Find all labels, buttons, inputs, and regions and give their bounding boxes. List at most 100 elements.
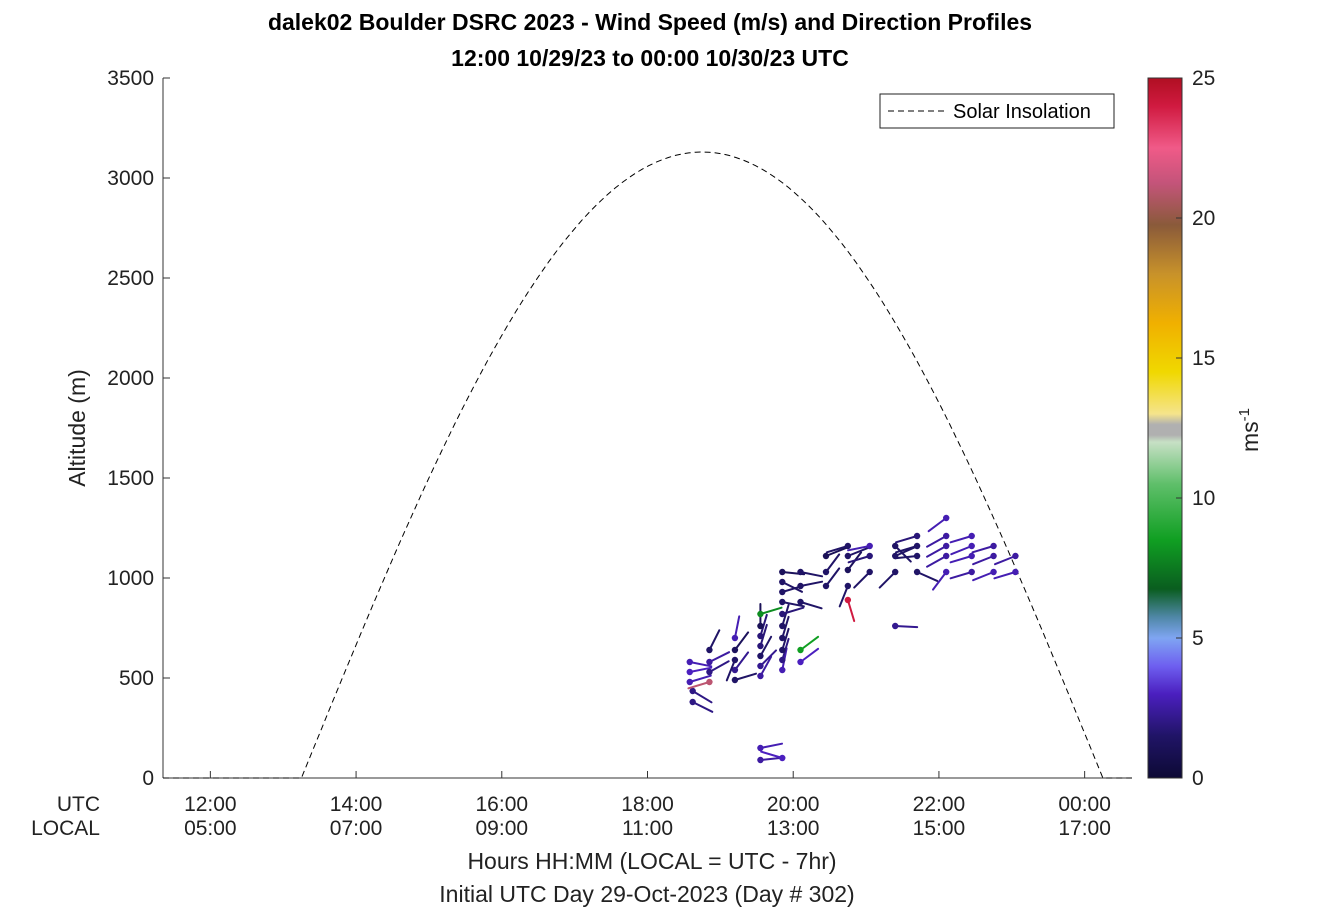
colorbar-tick-label: 20: [1192, 207, 1215, 230]
colorbar-tick-label: 15: [1192, 347, 1215, 370]
wind-barb-point: [757, 610, 764, 618]
wind-barb-stick: [878, 571, 897, 589]
wind-barb-point: [844, 566, 852, 574]
x-tick-label-utc: 16:00: [476, 793, 529, 816]
wind-barb-stick: [760, 750, 784, 759]
wind-barb-point: [913, 532, 921, 540]
wind-barb-point: [757, 632, 764, 640]
wind-barb-point: [779, 656, 786, 664]
wind-barb-stick: [759, 635, 773, 657]
wind-barb-stick: [972, 571, 995, 582]
x-tick-label-local: 07:00: [330, 817, 383, 840]
solar-insolation-line: [163, 151, 1132, 779]
legend: Solar Insolation: [879, 93, 1115, 129]
wind-barb-stick: [759, 649, 777, 667]
wind-barb-stick: [972, 555, 995, 566]
wind-barb-point: [706, 658, 713, 666]
wind-barb-stick: [799, 635, 820, 651]
wind-barb-point: [757, 672, 764, 680]
wind-barb-stick: [916, 571, 939, 582]
wind-barb-point: [968, 542, 975, 550]
wind-barb-point: [913, 552, 921, 560]
wind-barb-stick: [932, 571, 948, 591]
wind-barb-stick: [759, 655, 773, 677]
wind-barb-point: [844, 596, 852, 604]
colorbar-tick-label: 0: [1192, 767, 1204, 790]
wind-barb-point: [822, 582, 830, 590]
wind-barb-point: [731, 656, 739, 664]
wind-barb-point: [731, 646, 739, 654]
wind-barb-point: [844, 542, 852, 550]
x-tick-label-utc: 00:00: [1058, 793, 1111, 816]
wind-barb-point: [822, 568, 830, 576]
wind-barb-stick: [846, 599, 856, 623]
wind-barb-point: [797, 646, 804, 654]
y-tick-label: 3000: [107, 167, 154, 190]
wind-barb-point: [968, 552, 975, 560]
wind-barb-stick: [725, 659, 736, 682]
wind-barb-stick: [759, 623, 768, 647]
y-tick-label: 3500: [107, 67, 154, 90]
wind-barb-stick: [895, 535, 919, 544]
x-tick-label-utc: 18:00: [621, 793, 674, 816]
wind-barb-stick: [733, 631, 750, 651]
solar-insolation-layer: [163, 151, 1132, 779]
wind-barb-stick: [894, 625, 919, 629]
x-tick-label-utc: 22:00: [913, 793, 966, 816]
wind-barb-point: [706, 668, 713, 676]
x-tick-label-local: 13:00: [767, 817, 820, 840]
wind-barb-point: [968, 568, 975, 576]
wind-barb-point: [943, 552, 950, 560]
wind-barb-point: [1012, 552, 1019, 560]
wind-barb-stick: [950, 545, 973, 556]
wind-barb-stick: [825, 546, 848, 557]
wind-barb-point: [990, 542, 997, 550]
wind-barb-stick: [825, 567, 841, 587]
wind-barb-point: [779, 634, 786, 642]
wind-barb-stick: [894, 545, 912, 563]
wind-barb-stick: [691, 690, 713, 704]
wind-barb-layer: [686, 514, 1019, 764]
wind-barb-point: [797, 568, 804, 576]
colorbar-ticks: 0 5 10 15 20 25: [1176, 67, 1215, 790]
wind-barb-point: [797, 598, 804, 606]
wind-barb-stick: [687, 681, 711, 690]
wind-barb-point: [913, 542, 921, 550]
wind-barb-stick: [759, 606, 783, 615]
wind-barb-point: [943, 568, 950, 576]
wind-barb-point: [797, 658, 804, 666]
wind-barb-point: [686, 668, 693, 676]
x-tick-label-local: 11:00: [622, 817, 673, 840]
wind-barb-stick: [781, 601, 805, 608]
wind-barb-stick: [895, 545, 919, 554]
colorbar-tick-label: 25: [1192, 67, 1215, 90]
wind-barb-stick: [949, 535, 973, 544]
x-tick-label-utc: 14:00: [330, 793, 383, 816]
wind-barb-stick: [926, 555, 948, 568]
wind-barb-point: [892, 622, 899, 630]
chart-title-line-1: dalek02 Boulder DSRC 2023 - Wind Speed (…: [268, 9, 1032, 35]
colorbar-gradient: [1147, 77, 1183, 779]
wind-barb-stick: [781, 637, 790, 661]
wind-barb-stick: [847, 555, 871, 564]
wind-barb-stick: [853, 571, 871, 589]
x-axis-sublabel: Initial UTC Day 29-Oct-2023 (Day # 302): [439, 881, 854, 907]
wind-barb-stick: [846, 546, 870, 557]
y-tick-label: 2000: [107, 367, 154, 390]
wind-barb-point: [689, 687, 696, 695]
wind-barb-point: [706, 678, 713, 686]
wind-barb-point: [1012, 568, 1019, 576]
wind-barb-point: [779, 754, 786, 762]
y-tick-label: 2500: [107, 267, 154, 290]
wind-barb-point: [779, 588, 786, 596]
wind-barb-stick: [825, 545, 849, 554]
wind-barb-stick: [781, 581, 803, 593]
wind-barb-stick: [799, 647, 820, 663]
wind-barb-point: [731, 666, 739, 674]
colorbar: 0 5 10 15 20 25 ms-1: [1147, 67, 1263, 790]
wind-barb-point: [943, 532, 950, 540]
x-tick-label-utc: 12:00: [184, 793, 237, 816]
wind-barb-stick: [781, 606, 805, 615]
wind-barb-stick: [847, 545, 871, 552]
